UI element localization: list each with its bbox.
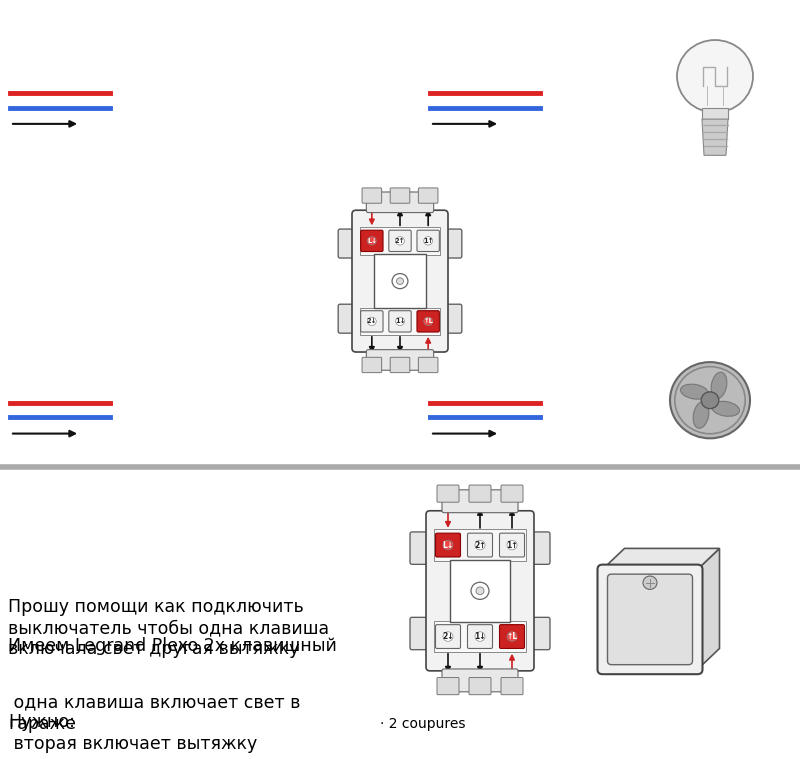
Text: L↓: L↓ bbox=[442, 540, 454, 550]
Polygon shape bbox=[702, 119, 728, 156]
FancyBboxPatch shape bbox=[417, 310, 439, 332]
Circle shape bbox=[443, 540, 453, 550]
Text: 1↑: 1↑ bbox=[506, 540, 518, 550]
FancyBboxPatch shape bbox=[417, 230, 439, 251]
Text: Нужно:: Нужно: bbox=[8, 713, 75, 731]
FancyBboxPatch shape bbox=[389, 230, 411, 251]
FancyBboxPatch shape bbox=[467, 625, 493, 648]
FancyBboxPatch shape bbox=[435, 625, 461, 648]
FancyBboxPatch shape bbox=[389, 310, 411, 332]
Circle shape bbox=[507, 631, 517, 641]
FancyBboxPatch shape bbox=[499, 533, 525, 557]
Circle shape bbox=[392, 273, 408, 288]
Circle shape bbox=[643, 576, 657, 590]
Polygon shape bbox=[698, 549, 719, 669]
FancyBboxPatch shape bbox=[501, 678, 523, 694]
FancyBboxPatch shape bbox=[410, 617, 432, 650]
Circle shape bbox=[670, 362, 750, 439]
FancyBboxPatch shape bbox=[390, 188, 410, 203]
Text: 1↑: 1↑ bbox=[423, 238, 434, 244]
Circle shape bbox=[367, 317, 376, 326]
Bar bbox=[359, 227, 441, 255]
Text: Прошу помощи как подключить
выключатель чтобы одна клавиша
включала свет другая : Прошу помощи как подключить выключатель … bbox=[8, 598, 329, 658]
FancyBboxPatch shape bbox=[390, 357, 410, 373]
Bar bbox=[434, 621, 526, 652]
Text: 2↑: 2↑ bbox=[395, 238, 405, 244]
Text: · 2 coupures: · 2 coupures bbox=[380, 716, 466, 731]
FancyBboxPatch shape bbox=[410, 532, 432, 565]
Bar bbox=[450, 560, 510, 622]
FancyBboxPatch shape bbox=[442, 490, 518, 512]
Circle shape bbox=[424, 237, 433, 245]
Text: 2↓: 2↓ bbox=[442, 632, 454, 641]
FancyBboxPatch shape bbox=[607, 574, 693, 665]
FancyBboxPatch shape bbox=[361, 230, 383, 251]
FancyBboxPatch shape bbox=[338, 304, 358, 333]
FancyBboxPatch shape bbox=[338, 229, 358, 258]
Text: 1↓: 1↓ bbox=[474, 632, 486, 641]
FancyBboxPatch shape bbox=[469, 485, 491, 502]
Bar bbox=[434, 529, 526, 561]
FancyBboxPatch shape bbox=[501, 485, 523, 502]
Text: ↑L: ↑L bbox=[506, 632, 518, 641]
FancyBboxPatch shape bbox=[442, 669, 518, 691]
FancyBboxPatch shape bbox=[435, 533, 461, 557]
Circle shape bbox=[424, 317, 433, 326]
FancyBboxPatch shape bbox=[437, 678, 459, 694]
Circle shape bbox=[367, 237, 376, 245]
FancyBboxPatch shape bbox=[366, 192, 434, 213]
Bar bbox=[702, 108, 728, 119]
FancyBboxPatch shape bbox=[499, 625, 525, 648]
Circle shape bbox=[397, 278, 403, 285]
Text: L↓: L↓ bbox=[367, 238, 377, 244]
FancyBboxPatch shape bbox=[361, 310, 383, 332]
FancyBboxPatch shape bbox=[418, 357, 438, 373]
Text: 2↑: 2↑ bbox=[474, 540, 486, 550]
Text: 2↓: 2↓ bbox=[366, 318, 377, 324]
Bar bbox=[374, 254, 426, 308]
FancyBboxPatch shape bbox=[598, 565, 702, 674]
Circle shape bbox=[507, 540, 517, 550]
FancyBboxPatch shape bbox=[469, 678, 491, 694]
Polygon shape bbox=[602, 549, 719, 569]
Circle shape bbox=[701, 392, 718, 408]
Ellipse shape bbox=[712, 402, 739, 416]
Bar bbox=[359, 307, 441, 335]
Ellipse shape bbox=[693, 402, 709, 428]
FancyBboxPatch shape bbox=[442, 229, 462, 258]
Text: одна клавиша включает свет в
гараже
 вторая включает вытяжку: одна клавиша включает свет в гараже втор… bbox=[8, 694, 300, 754]
FancyBboxPatch shape bbox=[467, 533, 493, 557]
FancyBboxPatch shape bbox=[362, 188, 382, 203]
Circle shape bbox=[471, 582, 489, 600]
FancyBboxPatch shape bbox=[528, 617, 550, 650]
Circle shape bbox=[475, 631, 485, 641]
Text: ↑L: ↑L bbox=[423, 318, 433, 324]
FancyBboxPatch shape bbox=[418, 188, 438, 203]
FancyBboxPatch shape bbox=[426, 511, 534, 671]
FancyBboxPatch shape bbox=[366, 350, 434, 370]
Circle shape bbox=[396, 237, 404, 245]
Ellipse shape bbox=[681, 384, 708, 399]
Text: Имеем Legrand Plexo 2х клавишный: Имеем Legrand Plexo 2х клавишный bbox=[8, 637, 337, 654]
FancyBboxPatch shape bbox=[528, 532, 550, 565]
Circle shape bbox=[476, 587, 484, 594]
Ellipse shape bbox=[711, 372, 727, 398]
Circle shape bbox=[396, 317, 404, 326]
Circle shape bbox=[443, 631, 453, 641]
Text: 1↓: 1↓ bbox=[395, 318, 405, 324]
FancyBboxPatch shape bbox=[362, 357, 382, 373]
Circle shape bbox=[677, 40, 753, 112]
FancyBboxPatch shape bbox=[437, 485, 459, 502]
Circle shape bbox=[475, 540, 485, 550]
FancyBboxPatch shape bbox=[352, 210, 448, 352]
FancyBboxPatch shape bbox=[442, 304, 462, 333]
